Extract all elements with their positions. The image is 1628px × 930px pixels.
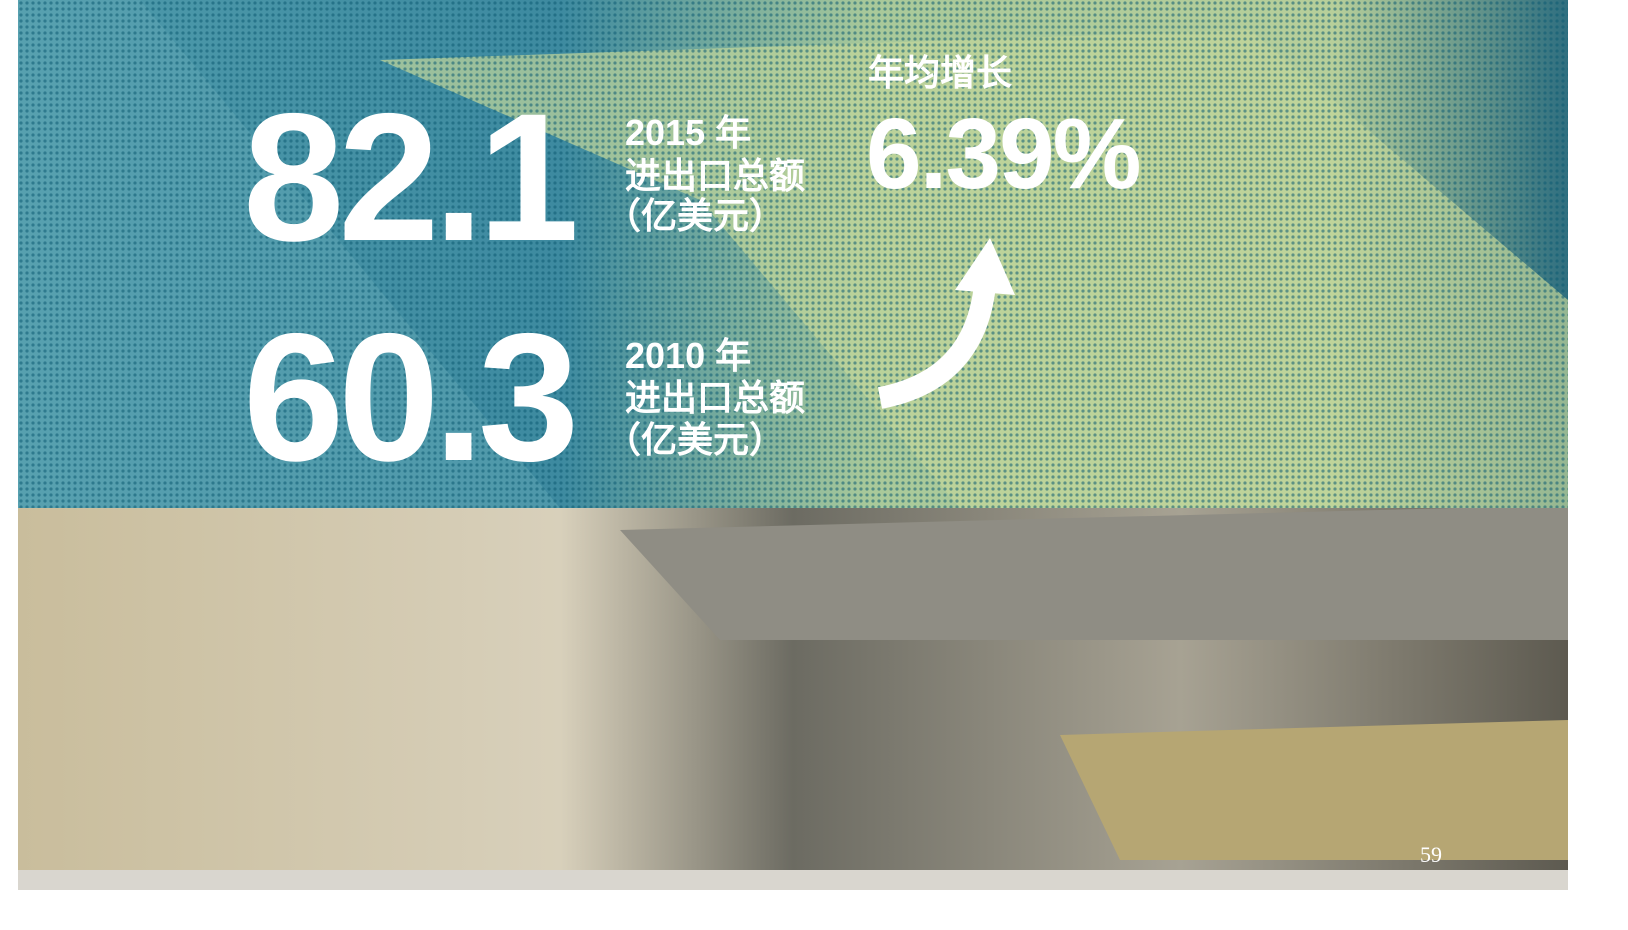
page-number: 59 — [1420, 842, 1442, 867]
stat-year: 2015 年 — [625, 112, 751, 153]
growth-label: 年均增长 — [868, 52, 1012, 93]
stat-unit: （亿美元） — [605, 419, 785, 460]
stat-label: 进出口总额 — [625, 155, 805, 196]
stat-year: 2010 年 — [625, 335, 751, 376]
infographic-page: 82.1 2015 年 进出口总额 （亿美元） 60.3 2010 年 进出口总… — [0, 0, 1628, 925]
stat-value: 82.1 — [243, 75, 575, 279]
page: 82.1 2015 年 进出口总额 （亿美元） 60.3 2010 年 进出口总… — [0, 0, 1628, 925]
stat-unit: （亿美元） — [605, 195, 785, 236]
stat-label: 进出口总额 — [625, 377, 805, 418]
growth-value: 6.39% — [866, 98, 1140, 210]
stat-value: 60.3 — [243, 295, 573, 499]
